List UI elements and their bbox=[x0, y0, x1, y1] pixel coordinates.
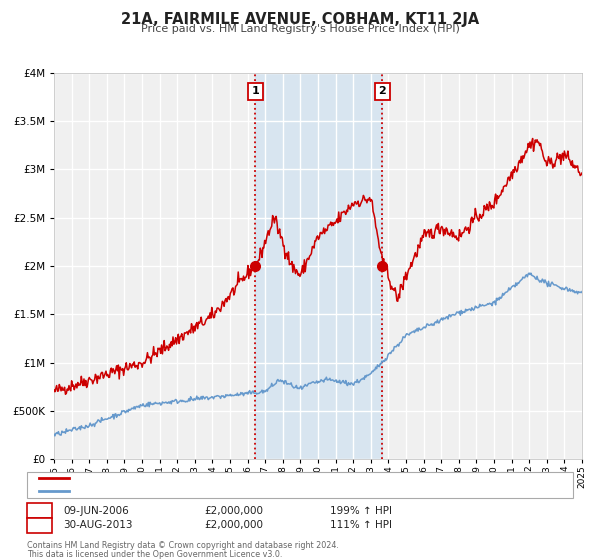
Text: 30-AUG-2013: 30-AUG-2013 bbox=[63, 520, 133, 530]
Text: £2,000,000: £2,000,000 bbox=[204, 520, 263, 530]
Text: 1: 1 bbox=[36, 506, 43, 516]
Text: Contains HM Land Registry data © Crown copyright and database right 2024.: Contains HM Land Registry data © Crown c… bbox=[27, 541, 339, 550]
Text: £2,000,000: £2,000,000 bbox=[204, 506, 263, 516]
Text: 1: 1 bbox=[251, 86, 259, 96]
Text: 111% ↑ HPI: 111% ↑ HPI bbox=[330, 520, 392, 530]
Text: HPI: Average price, detached house, Elmbridge: HPI: Average price, detached house, Elmb… bbox=[75, 486, 310, 496]
Text: Price paid vs. HM Land Registry's House Price Index (HPI): Price paid vs. HM Land Registry's House … bbox=[140, 24, 460, 34]
Text: 2: 2 bbox=[379, 86, 386, 96]
Text: 2: 2 bbox=[36, 520, 43, 530]
Text: This data is licensed under the Open Government Licence v3.0.: This data is licensed under the Open Gov… bbox=[27, 550, 283, 559]
Text: 21A, FAIRMILE AVENUE, COBHAM, KT11 2JA (detached house): 21A, FAIRMILE AVENUE, COBHAM, KT11 2JA (… bbox=[75, 473, 381, 483]
Bar bbox=[256, 73, 382, 459]
Text: 21A, FAIRMILE AVENUE, COBHAM, KT11 2JA: 21A, FAIRMILE AVENUE, COBHAM, KT11 2JA bbox=[121, 12, 479, 27]
Text: 199% ↑ HPI: 199% ↑ HPI bbox=[330, 506, 392, 516]
Text: 09-JUN-2006: 09-JUN-2006 bbox=[63, 506, 129, 516]
